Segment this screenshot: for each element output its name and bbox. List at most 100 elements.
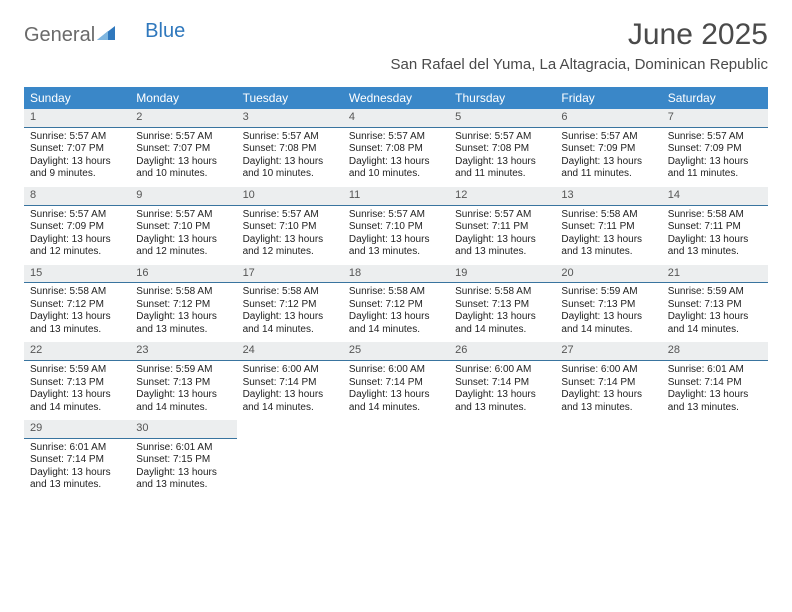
daylight-text: Daylight: 13 hours and 14 minutes. xyxy=(349,389,443,414)
sunset-text: Sunset: 7:13 PM xyxy=(668,299,762,312)
calendar-day-cell: 1Sunrise: 5:57 AMSunset: 7:07 PMDaylight… xyxy=(24,109,130,187)
sunset-text: Sunset: 7:12 PM xyxy=(136,299,230,312)
sunrise-text: Sunrise: 5:58 AM xyxy=(455,286,549,299)
sunrise-text: Sunrise: 5:58 AM xyxy=(30,286,124,299)
sunset-text: Sunset: 7:08 PM xyxy=(349,143,443,156)
day-number: 12 xyxy=(449,187,555,206)
title-block: June 2025 San Rafael del Yuma, La Altagr… xyxy=(391,18,768,73)
calendar-day-cell: 5Sunrise: 5:57 AMSunset: 7:08 PMDaylight… xyxy=(449,109,555,187)
sunrise-text: Sunrise: 5:57 AM xyxy=(349,131,443,144)
day-number: 4 xyxy=(343,109,449,128)
sunset-text: Sunset: 7:13 PM xyxy=(455,299,549,312)
sunset-text: Sunset: 7:13 PM xyxy=(30,377,124,390)
daylight-text: Daylight: 13 hours and 13 minutes. xyxy=(30,311,124,336)
sunrise-text: Sunrise: 5:58 AM xyxy=(561,209,655,222)
daylight-text: Daylight: 13 hours and 14 minutes. xyxy=(668,311,762,336)
day-number: 24 xyxy=(237,342,343,361)
calendar-day-cell: 13Sunrise: 5:58 AMSunset: 7:11 PMDayligh… xyxy=(555,187,661,265)
sunrise-text: Sunrise: 5:57 AM xyxy=(243,209,337,222)
weekday-header: Friday xyxy=(555,87,661,109)
sunrise-text: Sunrise: 5:59 AM xyxy=(668,286,762,299)
sunset-text: Sunset: 7:14 PM xyxy=(349,377,443,390)
daylight-text: Daylight: 13 hours and 10 minutes. xyxy=(349,156,443,181)
sunrise-text: Sunrise: 5:57 AM xyxy=(668,131,762,144)
day-number: 11 xyxy=(343,187,449,206)
sunrise-text: Sunrise: 5:57 AM xyxy=(243,131,337,144)
sunset-text: Sunset: 7:15 PM xyxy=(136,454,230,467)
calendar: Sunday Monday Tuesday Wednesday Thursday… xyxy=(24,87,768,498)
calendar-body: 1Sunrise: 5:57 AMSunset: 7:07 PMDaylight… xyxy=(24,109,768,498)
calendar-day-empty xyxy=(237,420,343,498)
weekday-header: Tuesday xyxy=(237,87,343,109)
calendar-week-row: 8Sunrise: 5:57 AMSunset: 7:09 PMDaylight… xyxy=(24,187,768,265)
day-number: 6 xyxy=(555,109,661,128)
sunrise-text: Sunrise: 6:00 AM xyxy=(243,364,337,377)
calendar-day-cell: 23Sunrise: 5:59 AMSunset: 7:13 PMDayligh… xyxy=(130,342,236,420)
calendar-day-cell: 7Sunrise: 5:57 AMSunset: 7:09 PMDaylight… xyxy=(662,109,768,187)
sunrise-text: Sunrise: 6:00 AM xyxy=(561,364,655,377)
sunrise-text: Sunrise: 6:00 AM xyxy=(349,364,443,377)
weekday-header-row: Sunday Monday Tuesday Wednesday Thursday… xyxy=(24,87,768,109)
logo-text-part2: Blue xyxy=(145,20,185,43)
sunset-text: Sunset: 7:10 PM xyxy=(243,221,337,234)
sunrise-text: Sunrise: 5:57 AM xyxy=(349,209,443,222)
day-number: 7 xyxy=(662,109,768,128)
daylight-text: Daylight: 13 hours and 14 minutes. xyxy=(455,311,549,336)
sunset-text: Sunset: 7:11 PM xyxy=(561,221,655,234)
calendar-day-cell: 18Sunrise: 5:58 AMSunset: 7:12 PMDayligh… xyxy=(343,265,449,343)
day-number: 21 xyxy=(662,265,768,284)
page-root: General Blue June 2025 San Rafael del Yu… xyxy=(0,0,792,498)
daylight-text: Daylight: 13 hours and 14 minutes. xyxy=(349,311,443,336)
sunset-text: Sunset: 7:14 PM xyxy=(30,454,124,467)
day-number: 30 xyxy=(130,420,236,439)
sunrise-text: Sunrise: 5:57 AM xyxy=(455,131,549,144)
daylight-text: Daylight: 13 hours and 13 minutes. xyxy=(30,467,124,492)
sunrise-text: Sunrise: 5:59 AM xyxy=(136,364,230,377)
day-number: 15 xyxy=(24,265,130,284)
logo-text-part1: General xyxy=(24,24,95,47)
day-number: 16 xyxy=(130,265,236,284)
daylight-text: Daylight: 13 hours and 12 minutes. xyxy=(136,234,230,259)
daylight-text: Daylight: 13 hours and 11 minutes. xyxy=(455,156,549,181)
daylight-text: Daylight: 13 hours and 9 minutes. xyxy=(30,156,124,181)
sunset-text: Sunset: 7:09 PM xyxy=(561,143,655,156)
day-number: 20 xyxy=(555,265,661,284)
sunrise-text: Sunrise: 5:58 AM xyxy=(349,286,443,299)
calendar-day-cell: 16Sunrise: 5:58 AMSunset: 7:12 PMDayligh… xyxy=(130,265,236,343)
day-number: 13 xyxy=(555,187,661,206)
day-number: 2 xyxy=(130,109,236,128)
sunrise-text: Sunrise: 5:57 AM xyxy=(30,131,124,144)
weekday-header: Saturday xyxy=(662,87,768,109)
day-number: 29 xyxy=(24,420,130,439)
calendar-day-cell: 3Sunrise: 5:57 AMSunset: 7:08 PMDaylight… xyxy=(237,109,343,187)
daylight-text: Daylight: 13 hours and 14 minutes. xyxy=(561,311,655,336)
day-number: 19 xyxy=(449,265,555,284)
daylight-text: Daylight: 13 hours and 12 minutes. xyxy=(243,234,337,259)
calendar-day-cell: 20Sunrise: 5:59 AMSunset: 7:13 PMDayligh… xyxy=(555,265,661,343)
daylight-text: Daylight: 13 hours and 14 minutes. xyxy=(243,389,337,414)
daylight-text: Daylight: 13 hours and 13 minutes. xyxy=(668,389,762,414)
sunset-text: Sunset: 7:13 PM xyxy=(136,377,230,390)
sunrise-text: Sunrise: 5:57 AM xyxy=(30,209,124,222)
weekday-header: Thursday xyxy=(449,87,555,109)
sunrise-text: Sunrise: 6:01 AM xyxy=(30,442,124,455)
calendar-day-cell: 17Sunrise: 5:58 AMSunset: 7:12 PMDayligh… xyxy=(237,265,343,343)
sunrise-text: Sunrise: 5:57 AM xyxy=(136,131,230,144)
weekday-header: Monday xyxy=(130,87,236,109)
calendar-day-empty xyxy=(449,420,555,498)
sunrise-text: Sunrise: 5:58 AM xyxy=(668,209,762,222)
calendar-day-cell: 8Sunrise: 5:57 AMSunset: 7:09 PMDaylight… xyxy=(24,187,130,265)
sunrise-text: Sunrise: 5:59 AM xyxy=(561,286,655,299)
calendar-day-cell: 28Sunrise: 6:01 AMSunset: 7:14 PMDayligh… xyxy=(662,342,768,420)
calendar-day-empty xyxy=(343,420,449,498)
calendar-day-cell: 14Sunrise: 5:58 AMSunset: 7:11 PMDayligh… xyxy=(662,187,768,265)
weekday-header: Wednesday xyxy=(343,87,449,109)
calendar-day-cell: 12Sunrise: 5:57 AMSunset: 7:11 PMDayligh… xyxy=(449,187,555,265)
day-number: 10 xyxy=(237,187,343,206)
calendar-day-cell: 15Sunrise: 5:58 AMSunset: 7:12 PMDayligh… xyxy=(24,265,130,343)
calendar-week-row: 15Sunrise: 5:58 AMSunset: 7:12 PMDayligh… xyxy=(24,265,768,343)
sunset-text: Sunset: 7:11 PM xyxy=(668,221,762,234)
daylight-text: Daylight: 13 hours and 13 minutes. xyxy=(136,311,230,336)
calendar-day-cell: 27Sunrise: 6:00 AMSunset: 7:14 PMDayligh… xyxy=(555,342,661,420)
calendar-day-cell: 19 Sunrise: 5:58 AMSunset: 7:13 PMDayligh… xyxy=(449,265,555,343)
